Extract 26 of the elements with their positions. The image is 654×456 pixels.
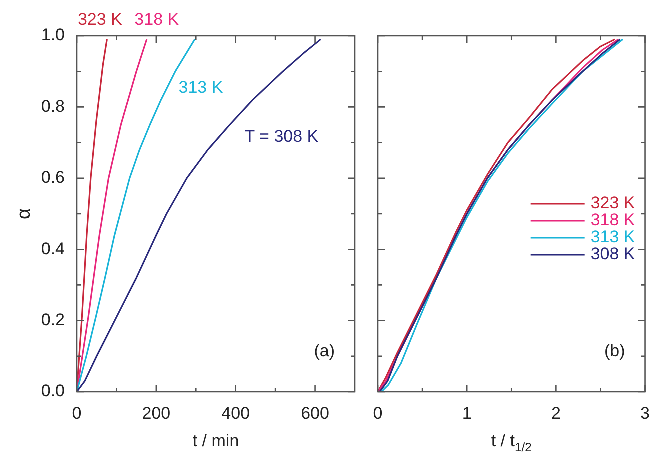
y-tick-label: 0.4 [41, 239, 65, 258]
legend-label: 318 K [590, 210, 636, 230]
x-tick-label: 600 [301, 404, 330, 423]
x-tick-label: 3 [640, 404, 650, 423]
series-label: T = 308 K [244, 127, 320, 146]
x-axis-title: t / min [192, 432, 240, 451]
annotation: (a) [314, 342, 336, 361]
series-label: 323 K [78, 10, 124, 30]
y-axis-title: α [14, 208, 36, 220]
y-tick-label: 1.0 [41, 26, 65, 45]
annotation: (b) [604, 342, 626, 361]
legend-label: 323 K [590, 194, 636, 213]
x-tick-label: 400 [222, 404, 250, 423]
x-tick-label: 2 [551, 404, 561, 423]
x-tick-label: 200 [142, 404, 171, 423]
x-tick-label: 0 [72, 404, 82, 423]
y-tick-label: 0.8 [41, 96, 65, 116]
series-label: 313 K [178, 78, 224, 98]
x-tick-label: 1 [462, 404, 472, 423]
y-tick-label: 0.6 [41, 168, 65, 188]
legend-label: 313 K [590, 228, 636, 247]
series-label: 318 K [134, 10, 180, 30]
y-tick-label: 0.0 [41, 382, 65, 401]
legend-label: 308 K [590, 244, 636, 264]
x-tick-label: 0 [373, 404, 383, 423]
y-tick-label: 0.2 [41, 310, 65, 330]
